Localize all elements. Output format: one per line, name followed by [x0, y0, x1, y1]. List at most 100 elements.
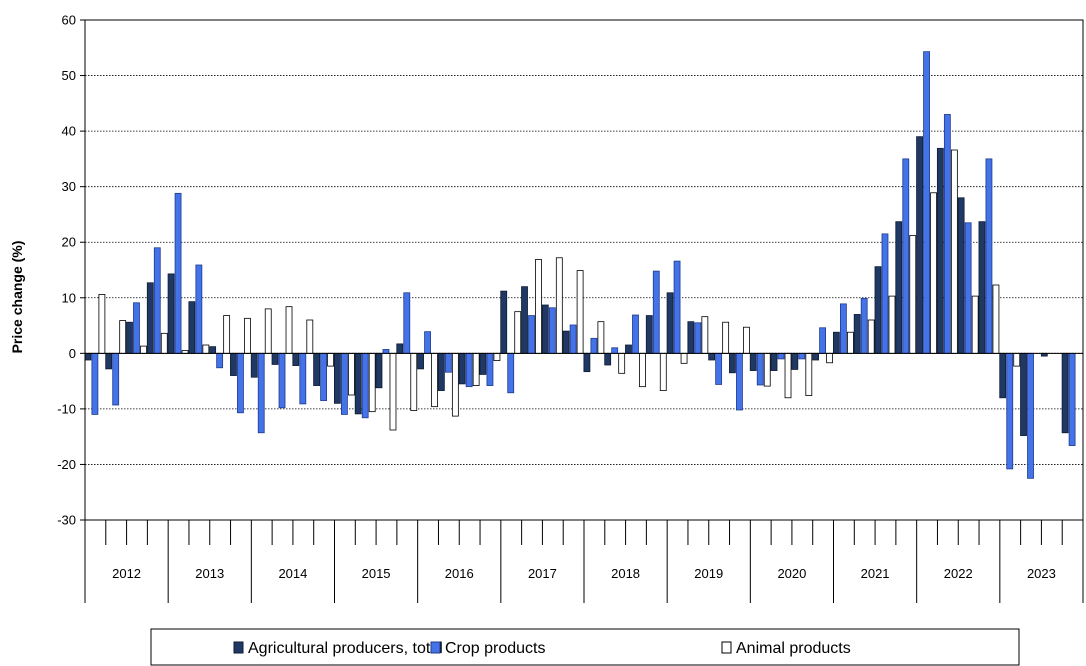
bar: [140, 345, 147, 354]
bar: [1061, 352, 1069, 434]
bar: [112, 352, 120, 406]
bar: [451, 352, 459, 417]
bar: [597, 321, 605, 354]
bar: [368, 352, 376, 413]
x-tick-label: 2023: [1027, 566, 1056, 581]
bar: [673, 260, 681, 354]
y-tick-label: 10: [62, 290, 76, 305]
bar: [202, 344, 210, 354]
bar: [306, 319, 314, 354]
bar: [604, 352, 612, 366]
bar: [479, 352, 487, 375]
bar: [881, 233, 889, 354]
bar: [611, 347, 619, 354]
bar: [361, 352, 369, 419]
y-tick-label: -30: [57, 513, 76, 528]
bar: [541, 304, 549, 354]
bar: [576, 270, 584, 354]
bar: [839, 303, 847, 354]
bar: [313, 352, 321, 386]
bar: [680, 352, 688, 364]
bar: [1068, 352, 1076, 446]
bar: [146, 282, 154, 354]
bar: [715, 352, 723, 385]
legend-swatch: [430, 641, 441, 654]
bar: [340, 352, 348, 415]
y-tick-label: 0: [69, 346, 76, 361]
bar: [548, 307, 556, 354]
bar: [639, 352, 646, 388]
bar: [458, 352, 466, 385]
bar: [91, 352, 99, 415]
bar: [625, 344, 632, 354]
bar: [500, 290, 508, 354]
bar: [389, 352, 397, 431]
bar: [133, 302, 140, 354]
y-tick-label: 30: [62, 179, 76, 194]
bar: [791, 352, 799, 370]
bar: [985, 158, 993, 354]
bar: [999, 352, 1007, 399]
bar: [805, 352, 813, 396]
bar: [943, 114, 951, 354]
bar: [950, 149, 958, 354]
x-tick-label: 2013: [195, 566, 224, 581]
bar: [874, 266, 882, 354]
bar: [770, 352, 778, 371]
bar: [936, 147, 944, 354]
x-tick-label: 2021: [861, 566, 890, 581]
bar: [271, 352, 279, 365]
x-tick-label: 2018: [611, 566, 640, 581]
bar: [971, 295, 979, 354]
bar: [645, 315, 653, 354]
bar: [417, 352, 424, 370]
bar: [832, 331, 840, 354]
bar: [264, 308, 272, 354]
x-axis: 2012 2013 2014 2015 2016 2017 2018 2019 2020 2021…: [84, 520, 1084, 603]
y-axis: -30 -20 -10 0 10 20 30 40 50 60: [57, 13, 85, 528]
y-tick-label: 50: [62, 68, 76, 83]
bar: [493, 352, 501, 361]
x-tick-label: 2014: [278, 566, 307, 581]
bars: [84, 51, 1076, 479]
bar: [347, 352, 355, 396]
bar: [153, 247, 161, 354]
bar: [756, 352, 764, 386]
legend: Agricultural producers, total Crop produc…: [150, 628, 1020, 666]
bar: [223, 315, 231, 354]
bar: [812, 352, 820, 361]
bar: [632, 314, 639, 354]
bar: [826, 352, 834, 364]
bar: [216, 352, 224, 369]
bar: [694, 322, 702, 354]
bar: [528, 315, 535, 354]
bar: [729, 352, 736, 374]
bar: [195, 264, 203, 354]
bar: [569, 324, 577, 354]
bar: [846, 331, 854, 354]
bar: [743, 326, 750, 354]
bar: [167, 273, 175, 354]
bar: [119, 320, 127, 354]
bar: [978, 221, 986, 354]
bar: [590, 337, 598, 354]
bar: [964, 222, 972, 354]
bar: [437, 352, 445, 391]
bar: [299, 352, 307, 405]
bar: [98, 294, 106, 354]
bar: [424, 331, 431, 354]
bar: [327, 352, 335, 367]
x-tick-label: 2020: [777, 566, 806, 581]
bar: [333, 352, 341, 404]
bar: [784, 352, 792, 399]
x-tick-label: 2017: [528, 566, 557, 581]
bar: [1020, 352, 1027, 436]
bar: [930, 192, 937, 354]
bar: [209, 346, 217, 354]
legend-label: Agricultural producers, total: [248, 640, 443, 657]
bar: [583, 352, 591, 373]
bar: [555, 257, 563, 354]
bar: [798, 352, 806, 360]
bar: [618, 352, 626, 374]
bar: [465, 352, 473, 388]
